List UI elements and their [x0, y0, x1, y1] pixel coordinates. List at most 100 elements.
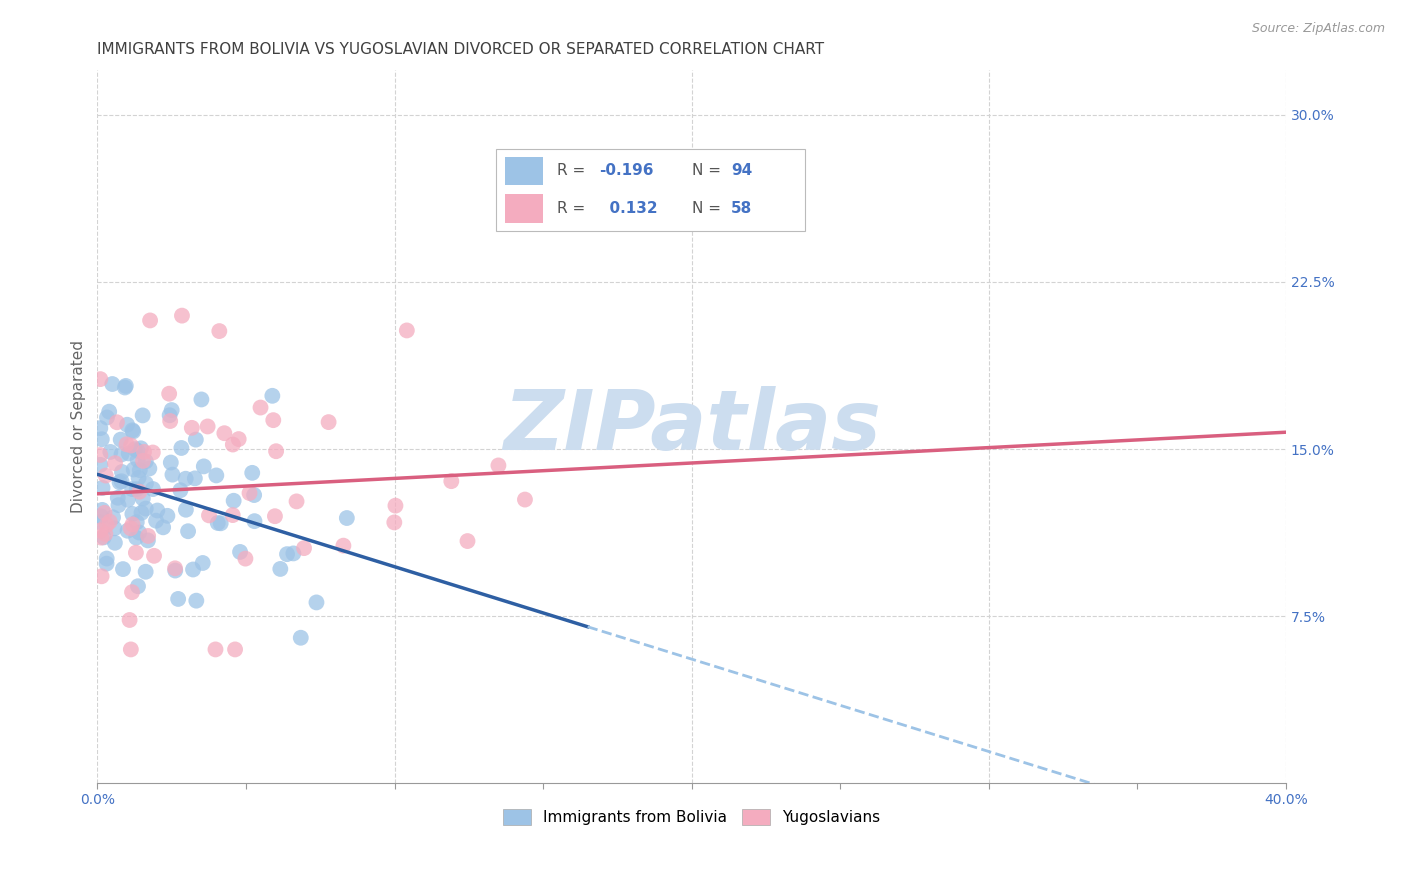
- FancyBboxPatch shape: [505, 194, 543, 223]
- Point: [135, 565, 157, 579]
- Point: [120, 521, 142, 535]
- Point: [136, 533, 159, 548]
- Point: [90, 531, 112, 545]
- Point: [108, 475, 131, 490]
- Point: [142, 482, 165, 496]
- Point: [159, 456, 181, 470]
- Point: [440, 474, 463, 488]
- Point: [110, 433, 132, 447]
- Point: [110, 447, 132, 461]
- Point: [269, 562, 291, 576]
- Point: [115, 437, 138, 451]
- Point: [214, 426, 236, 441]
- Point: [135, 476, 157, 491]
- Point: [285, 494, 308, 508]
- Point: [98, 515, 121, 529]
- Point: [89, 515, 111, 529]
- Point: [229, 545, 252, 559]
- Text: Source: ZipAtlas.com: Source: ZipAtlas.com: [1251, 22, 1385, 36]
- Point: [264, 509, 287, 524]
- Point: [222, 508, 245, 522]
- Text: 94: 94: [731, 163, 752, 178]
- Point: [152, 520, 174, 534]
- Point: [117, 492, 139, 507]
- Point: [89, 524, 111, 538]
- Point: [332, 539, 354, 553]
- Point: [180, 421, 202, 435]
- Point: [395, 323, 418, 337]
- Point: [98, 405, 121, 419]
- Point: [104, 456, 127, 470]
- Point: [103, 521, 125, 535]
- Point: [139, 313, 162, 327]
- Point: [132, 491, 155, 506]
- Point: [96, 551, 118, 566]
- Point: [193, 459, 215, 474]
- Point: [159, 409, 181, 423]
- Point: [222, 437, 245, 451]
- Point: [128, 463, 150, 477]
- FancyBboxPatch shape: [505, 157, 543, 186]
- Point: [235, 551, 257, 566]
- Point: [165, 561, 187, 575]
- Point: [90, 569, 112, 583]
- Point: [125, 515, 148, 529]
- Point: [174, 502, 197, 516]
- Text: R =: R =: [557, 163, 591, 178]
- Point: [198, 508, 221, 523]
- Point: [283, 546, 305, 560]
- Point: [89, 448, 111, 462]
- Point: [204, 642, 226, 657]
- Point: [160, 403, 183, 417]
- Point: [114, 379, 136, 393]
- Point: [159, 414, 181, 428]
- Point: [125, 546, 148, 560]
- Point: [122, 425, 145, 439]
- Point: [131, 506, 153, 520]
- Point: [110, 475, 132, 489]
- Point: [181, 562, 204, 576]
- Point: [121, 423, 143, 437]
- Text: N =: N =: [692, 201, 725, 216]
- FancyBboxPatch shape: [495, 149, 804, 231]
- Point: [127, 443, 149, 458]
- Point: [107, 491, 129, 505]
- Point: [190, 392, 212, 407]
- Point: [262, 413, 284, 427]
- Point: [135, 501, 157, 516]
- Point: [94, 527, 117, 541]
- Point: [90, 432, 112, 446]
- Point: [93, 506, 115, 520]
- Point: [184, 433, 207, 447]
- Text: -0.196: -0.196: [599, 163, 654, 178]
- Point: [262, 389, 284, 403]
- Text: IMMIGRANTS FROM BOLIVIA VS YUGOSLAVIAN DIVORCED OR SEPARATED CORRELATION CHART: IMMIGRANTS FROM BOLIVIA VS YUGOSLAVIAN D…: [97, 42, 824, 57]
- Point: [125, 482, 148, 496]
- Point: [305, 595, 328, 609]
- Point: [240, 466, 263, 480]
- Point: [121, 517, 143, 532]
- Point: [107, 498, 129, 512]
- Point: [143, 549, 166, 563]
- Point: [118, 613, 141, 627]
- Point: [114, 380, 136, 394]
- Point: [165, 564, 187, 578]
- Text: N =: N =: [692, 163, 725, 178]
- Point: [111, 465, 134, 479]
- Point: [177, 524, 200, 539]
- Point: [89, 458, 111, 472]
- Point: [101, 510, 124, 524]
- Point: [142, 445, 165, 459]
- Point: [157, 386, 180, 401]
- Point: [94, 468, 117, 483]
- Point: [384, 499, 406, 513]
- Point: [457, 534, 479, 549]
- Point: [121, 585, 143, 599]
- Point: [382, 516, 405, 530]
- Point: [125, 531, 148, 545]
- Point: [104, 536, 127, 550]
- Legend: Immigrants from Bolivia, Yugoslavians: Immigrants from Bolivia, Yugoslavians: [503, 809, 880, 825]
- Point: [205, 468, 228, 483]
- Point: [513, 492, 536, 507]
- Point: [96, 517, 118, 532]
